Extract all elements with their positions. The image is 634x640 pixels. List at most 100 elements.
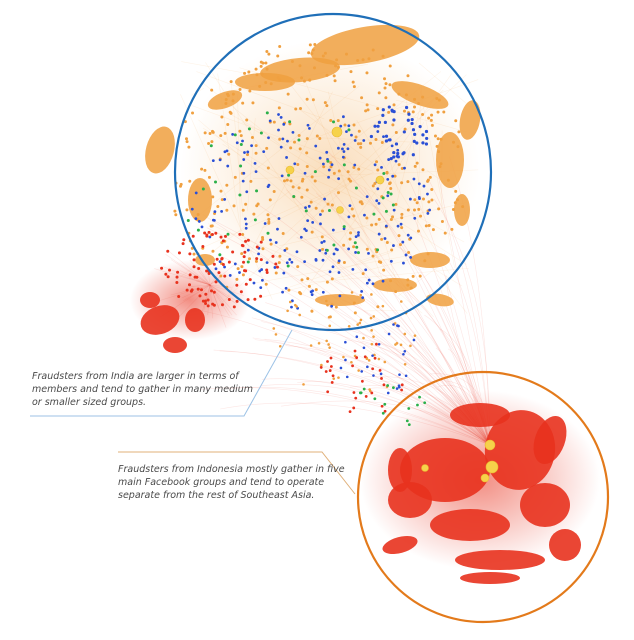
node (376, 124, 380, 128)
node (218, 158, 222, 162)
node (232, 204, 236, 208)
edge (202, 214, 491, 446)
node (342, 225, 346, 229)
node (344, 52, 348, 56)
node (384, 139, 389, 143)
node (417, 207, 421, 211)
node (307, 204, 311, 208)
node (308, 43, 312, 47)
edge (393, 104, 422, 217)
node (321, 54, 325, 58)
edge (419, 87, 455, 269)
hub-node (285, 165, 295, 175)
cluster-blob (391, 81, 449, 109)
node (247, 70, 251, 74)
node (223, 234, 227, 238)
cluster-blob (549, 529, 581, 561)
node (450, 227, 454, 231)
node (265, 111, 269, 115)
edge (429, 380, 491, 446)
node (384, 209, 388, 213)
node (364, 109, 368, 113)
node (208, 131, 212, 135)
node (385, 240, 389, 244)
indonesia-annotation-line: main Facebook groups and tend to operate (118, 477, 325, 488)
node (372, 212, 376, 216)
node (386, 177, 390, 181)
node (218, 260, 222, 264)
node (443, 231, 447, 235)
node (355, 245, 359, 249)
node (393, 174, 397, 178)
india-annotation-line: members and tend to gather in many mediu… (32, 384, 254, 395)
node (325, 104, 329, 108)
node (424, 142, 429, 146)
node (274, 262, 278, 266)
node (415, 161, 419, 165)
node (337, 259, 341, 263)
node (231, 132, 235, 136)
edge (281, 89, 444, 238)
node (359, 318, 363, 322)
node (347, 324, 351, 328)
cluster-blob (140, 305, 180, 335)
node (413, 97, 417, 101)
node (380, 165, 383, 169)
edge (206, 227, 491, 446)
node (327, 168, 331, 172)
indonesia-annotation-line: separate from the rest of Southeast Asia… (118, 490, 315, 501)
node (387, 332, 391, 336)
node (272, 120, 276, 124)
node (233, 175, 237, 179)
node (269, 242, 273, 246)
node (217, 271, 221, 275)
node (350, 133, 353, 137)
node (389, 279, 393, 283)
node (260, 72, 264, 76)
node (413, 105, 417, 109)
node (402, 151, 406, 155)
node (351, 364, 354, 368)
node (259, 258, 263, 262)
node (246, 153, 250, 157)
node (359, 142, 363, 146)
node (336, 191, 340, 195)
node (266, 166, 270, 170)
node (314, 258, 318, 261)
edge (436, 164, 491, 446)
node (207, 230, 211, 234)
node (288, 120, 292, 124)
node (404, 374, 408, 378)
node (354, 251, 357, 254)
edge (328, 91, 344, 161)
cluster-blob (459, 100, 481, 140)
node (197, 266, 201, 270)
node (370, 329, 373, 332)
node (302, 79, 306, 83)
node (352, 245, 356, 249)
edge (165, 254, 211, 286)
node (355, 335, 359, 339)
node (306, 219, 310, 223)
node (223, 265, 226, 269)
node (309, 344, 313, 347)
node (391, 215, 395, 219)
node (257, 252, 260, 256)
node (362, 336, 365, 340)
node (374, 222, 378, 226)
node (241, 179, 245, 183)
node (381, 54, 385, 58)
node (353, 241, 357, 245)
edge (228, 386, 491, 446)
node (294, 303, 297, 307)
edge (193, 85, 360, 220)
node (278, 45, 282, 49)
node (192, 265, 196, 269)
node (362, 139, 366, 142)
node (288, 258, 292, 261)
node (426, 178, 430, 182)
node (283, 249, 287, 252)
cluster-blob (410, 252, 450, 268)
node (204, 302, 208, 306)
node (235, 277, 239, 281)
